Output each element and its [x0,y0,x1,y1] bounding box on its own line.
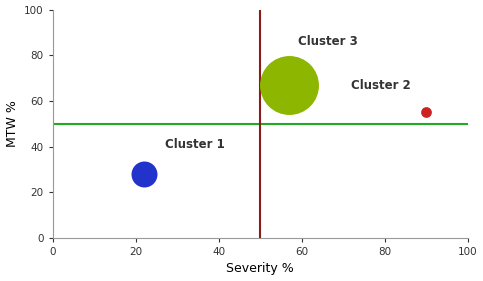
Y-axis label: MTW %: MTW % [6,100,18,147]
Text: Cluster 1: Cluster 1 [165,138,225,151]
Text: Cluster 3: Cluster 3 [298,35,357,48]
Text: Cluster 2: Cluster 2 [352,79,411,92]
Point [285,83,293,87]
Point [422,110,430,115]
X-axis label: Severity %: Severity % [227,262,294,275]
Point [140,172,148,176]
